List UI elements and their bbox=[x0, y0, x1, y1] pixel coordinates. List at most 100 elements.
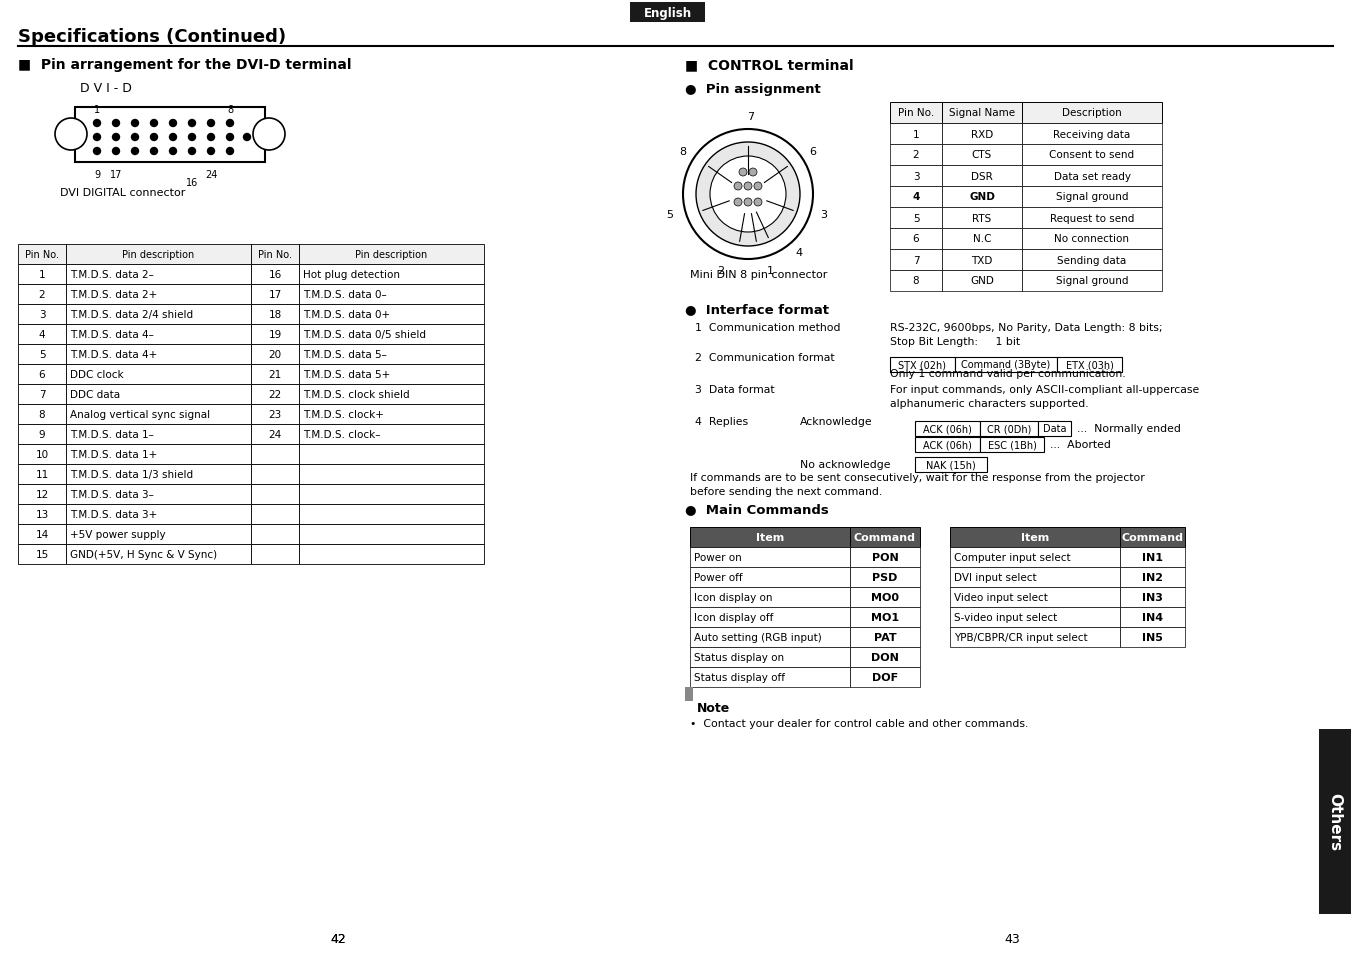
Text: 42: 42 bbox=[330, 933, 346, 945]
Bar bbox=[950, 527, 1120, 547]
Bar bbox=[942, 208, 1021, 229]
Bar bbox=[251, 464, 299, 484]
Text: N.C: N.C bbox=[973, 234, 992, 244]
Bar bbox=[299, 305, 484, 325]
Bar bbox=[18, 504, 66, 524]
Bar bbox=[942, 187, 1021, 208]
Bar bbox=[18, 484, 66, 504]
Text: TXD: TXD bbox=[971, 255, 993, 265]
Text: Specifications (Continued): Specifications (Continued) bbox=[18, 28, 286, 46]
Text: English: English bbox=[643, 7, 692, 19]
Text: Item: Item bbox=[755, 533, 784, 542]
Bar bbox=[1120, 607, 1185, 627]
Text: 5: 5 bbox=[39, 350, 46, 359]
Text: GND: GND bbox=[969, 193, 994, 202]
Bar bbox=[299, 464, 484, 484]
Bar bbox=[850, 567, 920, 587]
Text: Command (3Byte): Command (3Byte) bbox=[962, 360, 1051, 370]
Text: T.M.D.S. data 1/3 shield: T.M.D.S. data 1/3 shield bbox=[70, 470, 193, 479]
Text: 7: 7 bbox=[913, 255, 919, 265]
Text: 8: 8 bbox=[680, 147, 686, 157]
Text: 9: 9 bbox=[95, 170, 100, 180]
Bar bbox=[18, 524, 66, 544]
Bar bbox=[18, 405, 66, 424]
Bar bbox=[942, 103, 1021, 124]
Bar bbox=[66, 464, 251, 484]
Text: T.M.D.S. data 2–: T.M.D.S. data 2– bbox=[70, 270, 154, 280]
Text: Video input select: Video input select bbox=[954, 593, 1048, 602]
Bar bbox=[299, 245, 484, 265]
Text: D V I - D: D V I - D bbox=[80, 81, 132, 94]
Bar bbox=[979, 437, 1044, 453]
Text: Signal Name: Signal Name bbox=[948, 109, 1015, 118]
Bar bbox=[66, 424, 251, 444]
Bar bbox=[299, 365, 484, 385]
Text: Analog vertical sync signal: Analog vertical sync signal bbox=[70, 410, 211, 419]
Circle shape bbox=[208, 120, 215, 128]
Text: 4: 4 bbox=[912, 193, 920, 202]
Bar bbox=[299, 405, 484, 424]
Text: 4: 4 bbox=[796, 248, 802, 258]
Bar bbox=[1021, 250, 1162, 271]
Text: 3: 3 bbox=[820, 210, 827, 219]
Text: T.M.D.S. data 0/5 shield: T.M.D.S. data 0/5 shield bbox=[303, 330, 426, 339]
Circle shape bbox=[131, 120, 139, 128]
Bar bbox=[690, 567, 850, 587]
Text: 6: 6 bbox=[809, 147, 816, 157]
Bar bbox=[942, 229, 1021, 250]
Bar bbox=[299, 524, 484, 544]
Text: No acknowledge: No acknowledge bbox=[800, 460, 890, 470]
Bar bbox=[251, 504, 299, 524]
Text: STX (02h): STX (02h) bbox=[898, 360, 946, 370]
Text: Item: Item bbox=[1021, 533, 1050, 542]
Text: CR (0Dh): CR (0Dh) bbox=[986, 424, 1031, 434]
Bar bbox=[1021, 145, 1162, 166]
Bar bbox=[1021, 103, 1162, 124]
Text: T.M.D.S. data 2/4 shield: T.M.D.S. data 2/4 shield bbox=[70, 310, 193, 319]
Text: NAK (15h): NAK (15h) bbox=[927, 460, 975, 470]
Text: 7: 7 bbox=[747, 112, 755, 122]
Bar bbox=[66, 365, 251, 385]
Circle shape bbox=[696, 143, 800, 247]
Bar bbox=[251, 285, 299, 305]
Circle shape bbox=[754, 199, 762, 207]
Text: S-video input select: S-video input select bbox=[954, 613, 1058, 622]
Bar bbox=[1021, 229, 1162, 250]
Bar bbox=[1038, 421, 1071, 436]
Bar bbox=[66, 405, 251, 424]
Text: T.M.D.S. data 5–: T.M.D.S. data 5– bbox=[303, 350, 386, 359]
Text: 24: 24 bbox=[205, 170, 218, 180]
Text: Icon display on: Icon display on bbox=[694, 593, 773, 602]
Bar bbox=[66, 544, 251, 564]
Bar bbox=[942, 271, 1021, 292]
Text: 3  Data format: 3 Data format bbox=[694, 385, 774, 395]
Bar bbox=[299, 325, 484, 345]
Bar bbox=[955, 357, 1058, 373]
Bar bbox=[890, 229, 942, 250]
Text: T.M.D.S. data 2+: T.M.D.S. data 2+ bbox=[70, 290, 157, 299]
Text: Data set ready: Data set ready bbox=[1054, 172, 1131, 181]
Text: ESC (1Bh): ESC (1Bh) bbox=[988, 440, 1036, 450]
Text: Pin description: Pin description bbox=[123, 250, 195, 260]
Text: Command: Command bbox=[1121, 533, 1183, 542]
Bar bbox=[18, 345, 66, 365]
Bar bbox=[18, 464, 66, 484]
Bar bbox=[299, 345, 484, 365]
Bar bbox=[1021, 208, 1162, 229]
Bar bbox=[942, 124, 1021, 145]
Circle shape bbox=[744, 183, 753, 191]
Circle shape bbox=[112, 120, 119, 128]
Bar bbox=[1120, 627, 1185, 647]
Text: Command: Command bbox=[854, 533, 916, 542]
Text: 3: 3 bbox=[913, 172, 919, 181]
Bar bbox=[299, 385, 484, 405]
Bar bbox=[685, 687, 693, 701]
Text: ACK (06h): ACK (06h) bbox=[923, 440, 971, 450]
Bar bbox=[950, 547, 1120, 567]
Text: IN4: IN4 bbox=[1142, 613, 1163, 622]
Text: 43: 43 bbox=[1004, 933, 1020, 945]
Circle shape bbox=[754, 183, 762, 191]
Bar bbox=[890, 124, 942, 145]
Text: 5: 5 bbox=[666, 210, 674, 219]
Circle shape bbox=[189, 134, 196, 141]
